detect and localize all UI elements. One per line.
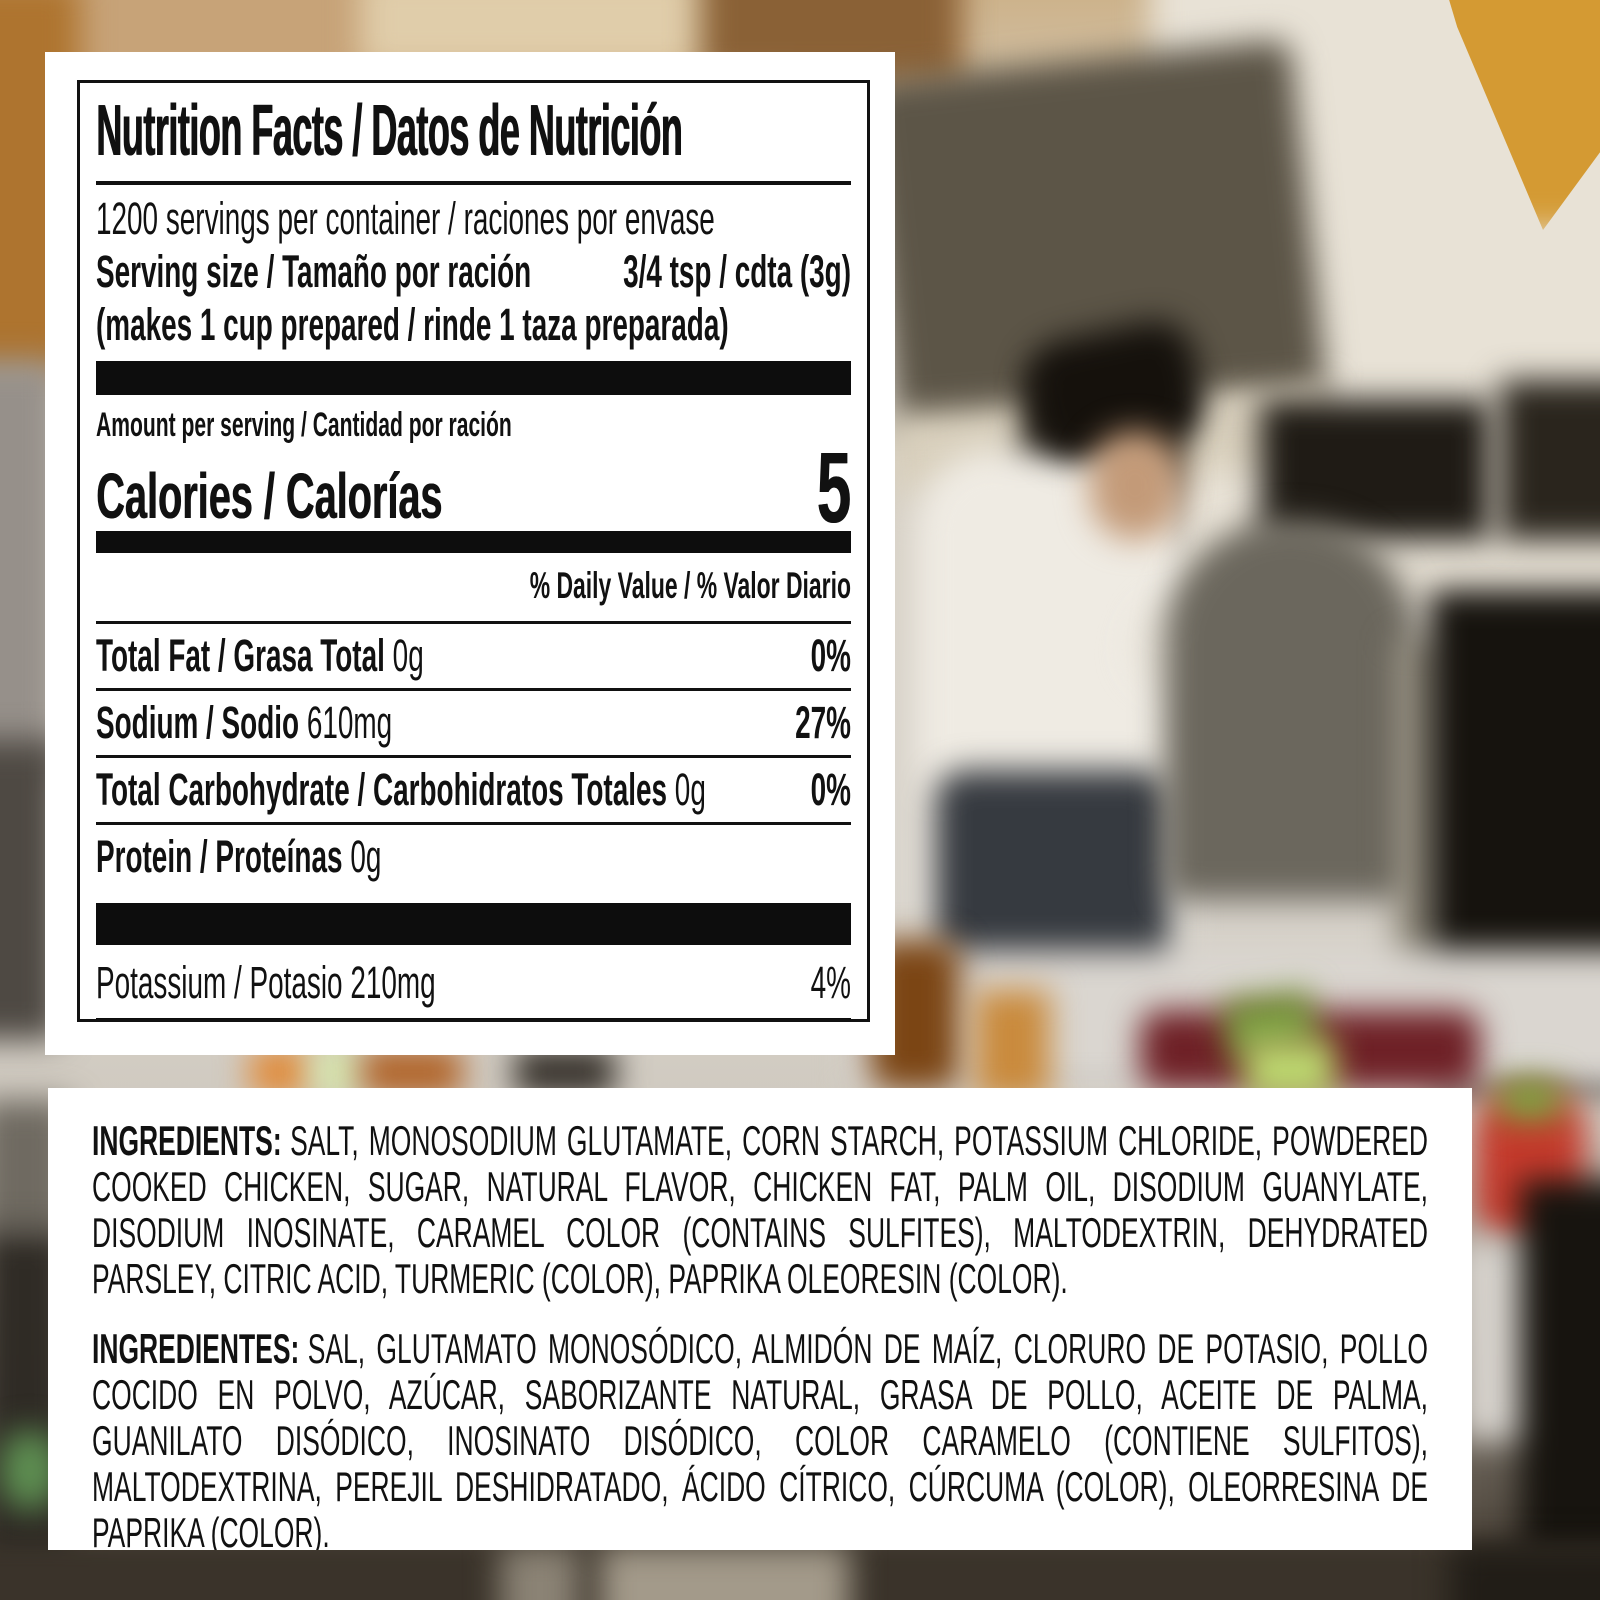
amount-per-serving-label: Amount per serving / Cantidad por ración — [96, 406, 512, 445]
nutrient-amount: 610mg — [306, 696, 393, 748]
nutrient-row-total-fat: Total Fat / Grasa Total 0g 0% — [96, 624, 851, 688]
nutrient-row-sodium: Sodium / Sodio 610mg 27% — [96, 691, 851, 755]
row-divider — [96, 687, 851, 691]
thick-divider-top — [96, 361, 851, 396]
calories-label: Calories / Calorías — [96, 460, 443, 533]
gray-kettle — [1165, 520, 1415, 900]
ingredients-spanish-label: INGREDIENTES: — [92, 1325, 300, 1372]
daily-value-header: % Daily Value / % Valor Diario — [529, 565, 851, 607]
serving-note: (makes 1 cup prepared / rinde 1 taza pre… — [96, 298, 729, 350]
ingredients-english: INGREDIENTS: SALT, MONOSODIUM GLUTAMATE, … — [92, 1118, 1428, 1302]
bottom-dark-right — [1450, 1545, 1600, 1600]
nutrient-amount: 0g — [674, 763, 706, 815]
nutrient-name: Protein / Proteínas — [96, 830, 343, 882]
nutrition-facts-border-box: Nutrition Facts / Datos de Nutrición 120… — [77, 80, 870, 1022]
strawberry-leaves — [1500, 1080, 1560, 1120]
serving-size-row: Serving size / Tamaño por ración 3/4 tsp… — [96, 246, 851, 299]
nutrient-row-potassium: Potassium / Potasio 210mg 4% — [96, 945, 851, 1018]
nutrition-facts-panel: Nutrition Facts / Datos de Nutrición 120… — [45, 52, 895, 1055]
calories-row: Calories / Calorías 5 — [96, 432, 851, 545]
orange-glass — [975, 990, 1050, 1100]
nutrient-row-carbohydrate: Total Carbohydrate / Carbohidratos Total… — [96, 758, 851, 822]
nutrient-amount: 0g — [350, 830, 382, 882]
nutrient-name-group: Sodium / Sodio 610mg — [96, 700, 392, 745]
shelf-dark-object-3 — [1500, 380, 1600, 540]
ingredients-spanish: INGREDIENTES: SAL, GLUTAMATO MONOSÓDICO, … — [92, 1325, 1428, 1551]
bottom-light-column-1 — [500, 1545, 580, 1600]
ingredients-spanish-text: SAL, GLUTAMATO MONOSÓDICO, ALMIDÓN DE MA… — [92, 1325, 1428, 1551]
nutrient-dv: 4% — [810, 956, 851, 1008]
ingredients-panel: INGREDIENTS: SALT, MONOSODIUM GLUTAMATE, … — [48, 1088, 1472, 1550]
nutrient-amount: 0g — [392, 629, 424, 681]
row-divider — [96, 620, 851, 624]
thick-divider-protein — [96, 902, 851, 945]
bottom-light-column-2 — [600, 1545, 850, 1600]
thick-divider-bottom — [96, 1017, 851, 1019]
nutrient-dv: 0% — [810, 629, 851, 681]
nutrient-dv: 27% — [795, 696, 851, 748]
nutrient-dv: 0% — [810, 763, 851, 815]
ingredients-english-text: SALT, MONOSODIUM GLUTAMATE, CORN STARCH,… — [92, 1117, 1428, 1302]
serving-size-label: Serving size / Tamaño por ración — [96, 246, 532, 298]
shelf-dark-object-2 — [1260, 400, 1490, 540]
nutrient-name-group: Potassium / Potasio 210mg — [96, 960, 436, 1005]
nutrient-amount: 210mg — [350, 956, 436, 1008]
row-divider — [96, 821, 851, 825]
thick-divider-calories — [96, 531, 851, 554]
servings-per-container: 1200 servings per container / raciones p… — [96, 193, 715, 245]
nutrient-name-group: Protein / Proteínas 0g — [96, 834, 381, 879]
nutrient-name: Potassium / Potasio — [96, 956, 343, 1008]
right-black-column — [1520, 1180, 1600, 1600]
nutrient-name: Total Fat / Grasa Total — [96, 629, 385, 681]
ingredients-english-label: INGREDIENTS: — [92, 1117, 282, 1164]
nutrient-row-protein: Protein / Proteínas 0g — [96, 825, 851, 889]
chef-face — [1090, 430, 1180, 540]
nutrient-name-group: Total Carbohydrate / Carbohidratos Total… — [96, 767, 706, 812]
nutrient-name-group: Total Fat / Grasa Total 0g — [96, 633, 424, 678]
nutrient-name: Total Carbohydrate / Carbohidratos Total… — [96, 763, 668, 815]
calories-value: 5 — [816, 432, 851, 545]
title-divider — [96, 181, 851, 186]
nutrient-name: Sodium / Sodio — [96, 696, 300, 748]
row-divider — [96, 754, 851, 758]
serving-size-value: 3/4 tsp / cdta (3g) — [623, 246, 851, 298]
nutrition-title: Nutrition Facts / Datos de Nutrición — [96, 91, 683, 171]
